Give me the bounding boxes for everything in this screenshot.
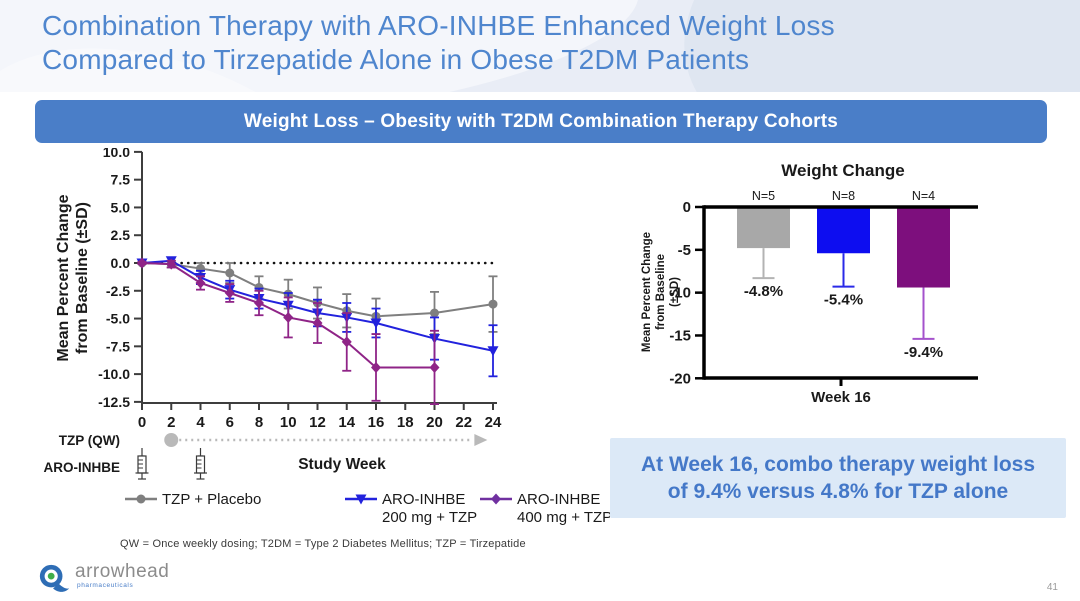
arrowhead-logo-text: arrowhead pharmaceuticals [75, 561, 170, 590]
bar-chart-svg: Weight Change N=5 N=8 N=4 -4.8% -5.4% -9.4% 0 -5… [641, 161, 978, 406]
bar-n-label: N=8 [832, 189, 855, 203]
syringe-icon [194, 448, 207, 480]
svg-text:4: 4 [196, 414, 205, 431]
svg-text:10: 10 [280, 414, 297, 431]
svg-text:Mean Percent Change: Mean Percent Change [641, 232, 653, 352]
svg-text:Mean Percent Change: Mean Percent Change [55, 194, 72, 361]
svg-text:24: 24 [485, 414, 502, 431]
callout-line2: of 9.4% versus 4.8% for TZP alone [667, 480, 1009, 503]
line-chart-axes: 10.0 7.5 5.0 2.5 0.0 -2.5 -5.0 -7.5 -10.0 -12.5 0 2… [98, 144, 502, 431]
slide-title: Combination Therapy with ARO-INHBE Enhan… [42, 9, 1042, 77]
logo-subtitle: pharmaceuticals [77, 582, 134, 589]
slide-title-line2: Compared to Tirzepatide Alone in Obese T… [42, 44, 750, 75]
bar-value-label: -9.4% [904, 344, 943, 361]
svg-text:-20: -20 [669, 370, 691, 387]
line-chart-y-axis-title: Mean Percent Change from Baseline (±SD) [55, 194, 91, 361]
svg-text:-15: -15 [669, 327, 691, 344]
svg-text:-10.0: -10.0 [98, 366, 130, 382]
svg-text:22: 22 [455, 414, 472, 431]
bar-chart-title: Weight Change [781, 161, 904, 180]
svg-text:TZP + Placebo: TZP + Placebo [162, 491, 261, 508]
svg-text:-7.5: -7.5 [106, 338, 130, 354]
svg-text:-12.5: -12.5 [98, 394, 130, 410]
svg-text:-5.0: -5.0 [106, 311, 130, 327]
svg-text:ARO-INHBE: ARO-INHBE [382, 491, 465, 508]
weight-loss-line-chart: 10.0 7.5 5.0 2.5 0.0 -2.5 -5.0 -7.5 -10.0 -12.5 0 2… [30, 144, 613, 538]
svg-text:16: 16 [368, 414, 385, 431]
syringe-icon [135, 448, 149, 480]
tzp-qw-label: TZP (QW) [59, 433, 120, 448]
svg-text:8: 8 [255, 414, 263, 431]
line-chart-svg: 10.0 7.5 5.0 2.5 0.0 -2.5 -5.0 -7.5 -10.0 -12.5 0 2… [44, 144, 613, 526]
arrowhead-logo-icon [39, 564, 70, 592]
svg-text:200 mg + TZP: 200 mg + TZP [382, 509, 477, 526]
page-number: 41 [1046, 582, 1058, 593]
bar-chart-x-axis-label: Week 16 [811, 389, 871, 406]
aro-inhbe-label: ARO-INHBE [44, 460, 121, 475]
svg-text:(±SD): (±SD) [669, 277, 681, 307]
svg-text:0.0: 0.0 [111, 255, 131, 271]
svg-text:20: 20 [426, 414, 443, 431]
dosing-schedule: TZP (QW) ARO-INHBE [44, 433, 488, 480]
bar-value-label: -5.4% [824, 292, 863, 309]
svg-text:ARO-INHBE: ARO-INHBE [517, 491, 600, 508]
slide-title-line1: Combination Therapy with ARO-INHBE Enhan… [42, 10, 835, 41]
svg-text:2: 2 [167, 414, 175, 431]
svg-text:5.0: 5.0 [111, 199, 131, 215]
svg-text:-5: -5 [678, 242, 691, 259]
svg-text:14: 14 [338, 414, 355, 431]
bar-value-label: -4.8% [744, 283, 783, 300]
bar-n-label: N=4 [912, 189, 935, 203]
logo-name: arrowhead [75, 561, 170, 582]
svg-text:10.0: 10.0 [103, 148, 130, 160]
svg-text:0: 0 [138, 414, 146, 431]
legend-item-tzp-placebo: TZP + Placebo [125, 491, 261, 508]
dosing-start-dot [164, 433, 179, 447]
header-band: Combination Therapy with ARO-INHBE Enhan… [0, 0, 1080, 92]
bar-n-5-4-8: -4.8% [737, 207, 790, 300]
bar-chart-y-axis-title: Mean Percent Change from Baseline (±SD) [641, 232, 681, 352]
footnote: QW = Once weekly dosing; T2DM = Type 2 D… [120, 538, 526, 550]
svg-text:18: 18 [397, 414, 414, 431]
svg-text:from Baseline (±SD): from Baseline (±SD) [74, 202, 91, 354]
key-takeaway-callout: At Week 16, combo therapy weight loss of… [610, 438, 1066, 518]
weight-change-bar-chart: Weight Change N=5 N=8 N=4 -4.8% -5.4% -9.4% 0 -5… [630, 150, 1070, 422]
svg-text:400 mg + TZP: 400 mg + TZP [517, 509, 610, 526]
section-banner-label: Weight Loss – Obesity with T2DM Combinat… [243, 110, 839, 132]
bar-n-4-9-4: -9.4% [897, 207, 950, 361]
svg-text:7.5: 7.5 [111, 172, 131, 188]
svg-text:-10: -10 [669, 285, 691, 302]
bar-n-label: N=5 [752, 189, 775, 203]
svg-text:from Baseline: from Baseline [655, 254, 667, 330]
svg-text:0: 0 [683, 199, 691, 216]
svg-text:-2.5: -2.5 [106, 283, 130, 299]
dosing-arrowhead-icon [474, 434, 488, 446]
line-chart-x-axis-title: Study Week [298, 456, 386, 473]
arrowhead-logo: arrowhead pharmaceuticals [38, 562, 169, 594]
section-banner: Weight Loss – Obesity with T2DM Combinat… [35, 100, 1047, 143]
callout-line1: At Week 16, combo therapy weight loss [640, 453, 1036, 476]
svg-text:2.5: 2.5 [111, 227, 131, 243]
bar-chart-axes: 0 -5 -10 -15 -20 [669, 199, 978, 387]
series-aro-inhbe-400-mg-tzp [137, 257, 440, 406]
bar-n-8-5-4: -5.4% [817, 207, 870, 309]
svg-text:6: 6 [226, 414, 234, 431]
svg-text:12: 12 [309, 414, 326, 431]
